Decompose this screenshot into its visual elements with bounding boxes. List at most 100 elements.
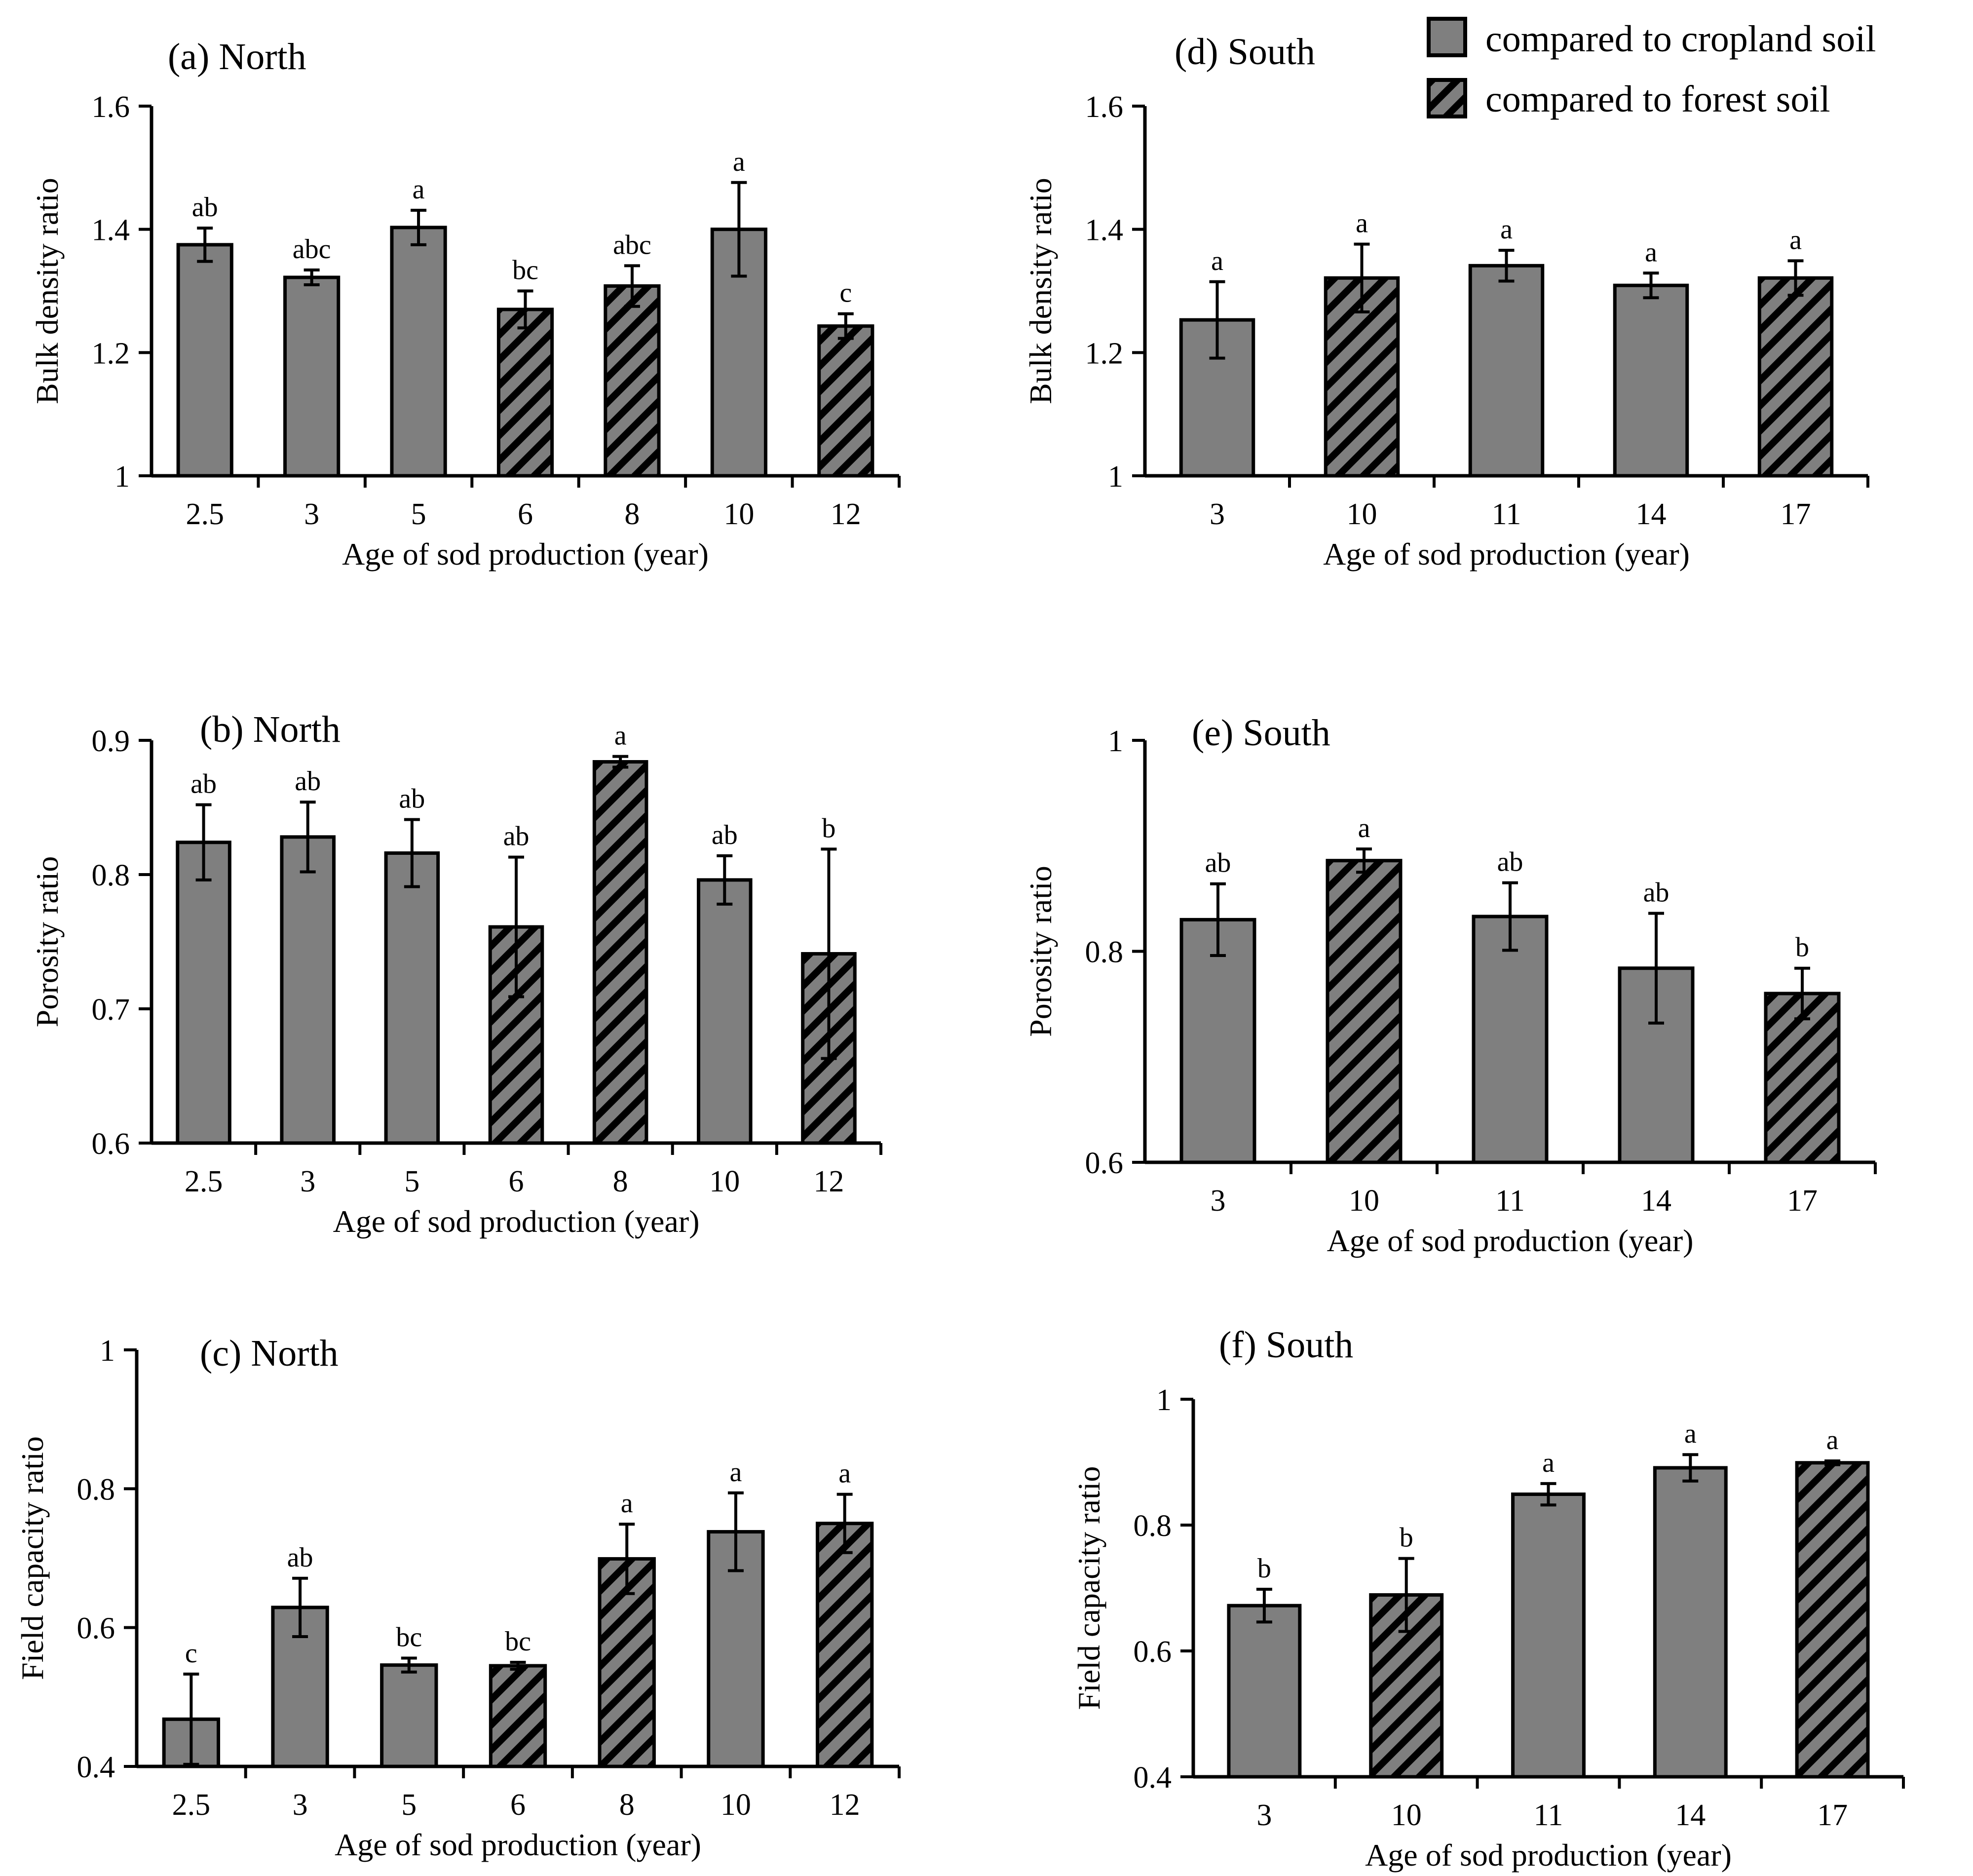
- sig-letter-b-6: ab: [503, 821, 530, 852]
- bar-e-17: [1764, 992, 1841, 1164]
- x-tick-label-b-6: 6: [509, 1165, 524, 1198]
- error-bar-c-5: [401, 1656, 417, 1674]
- x-tick-label-b-3: 3: [300, 1165, 315, 1198]
- bar-d-14: [1613, 283, 1689, 478]
- x-tick-label-a-2.5: 2.5: [186, 498, 224, 531]
- x-tick-label-e-11: 11: [1495, 1184, 1525, 1218]
- x-tick-label-d-11: 11: [1492, 498, 1521, 531]
- error-bar-d-14: [1643, 271, 1659, 300]
- bar-a-6: [496, 307, 554, 478]
- error-bar-d-11: [1498, 249, 1515, 283]
- bar-c-12: [815, 1522, 874, 1768]
- y-tick-label-e-0.6: 0.6: [1085, 1147, 1124, 1180]
- legend-item-forest: compared to forest soil: [1427, 78, 1830, 120]
- x-tick-label-f-3: 3: [1256, 1799, 1272, 1832]
- sig-letter-a-2.5: ab: [192, 192, 218, 223]
- error-bar-a-12: [837, 312, 854, 340]
- error-bar-e-3: [1210, 882, 1226, 957]
- bar-a-12: [817, 324, 874, 478]
- x-tick-label-d-17: 17: [1781, 498, 1811, 531]
- x-tick-label-c-3: 3: [293, 1788, 308, 1822]
- y-tick-label-f-0.4: 0.4: [1134, 1761, 1172, 1795]
- sig-letter-d-17: a: [1789, 225, 1802, 255]
- x-tick-label-e-14: 14: [1641, 1184, 1671, 1218]
- error-bar-c-12: [836, 1493, 853, 1554]
- x-tick-label-c-2.5: 2.5: [172, 1788, 211, 1822]
- error-bar-b-2.5: [195, 803, 212, 881]
- panel-a-title: (a) North: [168, 36, 306, 77]
- bar-b-3: [280, 835, 336, 1145]
- sig-letter-f-10: b: [1400, 1523, 1413, 1553]
- x-axis-title-d: Age of sod production (year): [1323, 536, 1690, 572]
- x-axis-title-a: Age of sod production (year): [342, 536, 709, 572]
- sig-letter-c-8: a: [621, 1488, 633, 1519]
- bar-b-8: [592, 760, 648, 1145]
- error-bar-a-8: [624, 264, 640, 308]
- bar-d-11: [1468, 264, 1545, 478]
- error-bar-c-3: [292, 1576, 308, 1638]
- x-tick-label-c-6: 6: [510, 1788, 526, 1822]
- sig-letter-f-17: a: [1826, 1425, 1839, 1455]
- error-bar-f-11: [1540, 1482, 1556, 1507]
- sig-letter-b-12: b: [822, 813, 835, 843]
- bar-c-5: [380, 1663, 438, 1768]
- bar-f-11: [1511, 1493, 1586, 1779]
- bar-b-10: [697, 878, 753, 1145]
- error-bar-f-10: [1398, 1557, 1414, 1633]
- x-tick-label-f-10: 10: [1391, 1799, 1422, 1832]
- y-tick-label-b-0.7: 0.7: [92, 993, 130, 1027]
- sig-letter-d-11: a: [1500, 214, 1513, 245]
- y-tick-label-c-0.8: 0.8: [77, 1473, 115, 1506]
- legend-swatch-hatched: [1427, 78, 1467, 118]
- x-tick-label-f-14: 14: [1675, 1799, 1706, 1832]
- sig-letter-a-6: bc: [512, 255, 538, 286]
- x-tick-label-e-10: 10: [1349, 1184, 1379, 1218]
- x-tick-label-b-5: 5: [404, 1165, 419, 1198]
- panel-b-title: (b) North: [200, 709, 341, 750]
- y-tick-label-e-1: 1: [1108, 725, 1123, 758]
- bar-b-2.5: [176, 841, 231, 1145]
- sig-letter-d-3: a: [1211, 246, 1223, 276]
- panel-e-title: (e) South: [1192, 712, 1330, 754]
- sig-letter-b-5: ab: [399, 783, 425, 814]
- bar-a-8: [604, 284, 661, 478]
- sig-letter-a-3: abc: [293, 234, 331, 265]
- panel-f-title: (f) South: [1219, 1324, 1353, 1366]
- y-tick-label-d-1.4: 1.4: [1085, 214, 1124, 247]
- sig-letter-b-8: a: [614, 721, 627, 751]
- x-tick-label-a-10: 10: [723, 498, 754, 531]
- x-tick-label-a-6: 6: [518, 498, 533, 531]
- y-tick-label-d-1: 1: [1108, 460, 1123, 494]
- bar-f-3: [1227, 1604, 1302, 1779]
- x-tick-label-a-8: 8: [624, 498, 640, 531]
- sig-letter-e-17: b: [1795, 932, 1809, 963]
- sig-letter-d-10: a: [1356, 208, 1368, 239]
- error-bar-c-2.5: [183, 1672, 199, 1766]
- sig-letter-e-14: ab: [1643, 878, 1669, 908]
- panel-c-title: (c) North: [200, 1333, 339, 1374]
- x-axis-title-b: Age of sod production (year): [333, 1204, 700, 1239]
- x-tick-label-f-11: 11: [1534, 1799, 1563, 1832]
- y-axis-title-d: Bulk density ratio: [1023, 178, 1058, 404]
- sig-letter-e-11: ab: [1497, 847, 1523, 878]
- sig-letter-b-10: ab: [712, 820, 738, 850]
- error-bar-b-12: [821, 847, 837, 1060]
- panel-e-chart: (e) South ab 3 a 10 ab 11 ab 14 b 17 0.6 0.8 1 Age of …: [1023, 712, 1877, 1258]
- x-tick-label-b-8: 8: [613, 1165, 628, 1198]
- x-tick-label-c-12: 12: [830, 1788, 860, 1822]
- sig-letter-a-8: abc: [613, 230, 651, 260]
- error-bar-c-8: [619, 1523, 635, 1595]
- x-tick-label-a-3: 3: [304, 498, 319, 531]
- bar-a-5: [390, 226, 447, 478]
- sig-letter-f-14: a: [1684, 1418, 1697, 1449]
- sig-letter-b-3: ab: [295, 766, 321, 797]
- sig-letter-e-3: ab: [1205, 848, 1231, 879]
- panel-d-title: (d) South: [1175, 31, 1315, 73]
- y-tick-label-b-0.9: 0.9: [92, 725, 130, 758]
- bar-a-2.5: [176, 243, 233, 478]
- y-tick-label-c-0.4: 0.4: [77, 1751, 115, 1784]
- y-axis-title-e: Porosity ratio: [1023, 866, 1058, 1037]
- legend-label-cropland: compared to cropland soil: [1485, 18, 1876, 60]
- y-tick-label-e-0.8: 0.8: [1085, 936, 1124, 969]
- panel-b-chart: (b) North ab 2.5 ab 3 ab 5 ab 6 a 8 ab 10 b 12 0.6 0.7 0.…: [30, 709, 882, 1239]
